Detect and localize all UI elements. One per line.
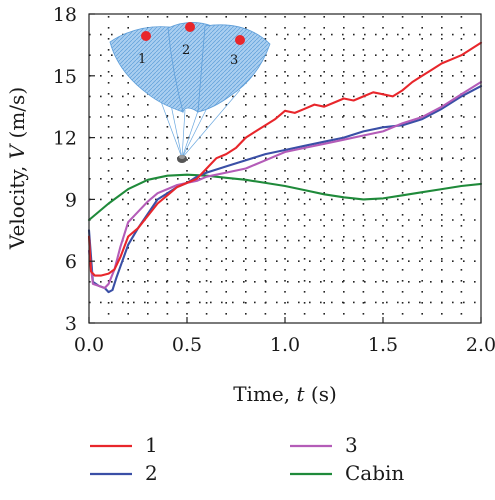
- canopy-1-label: 1: [138, 52, 146, 67]
- x-tick-label: 0.0: [74, 334, 104, 356]
- x-axis-ticks: 0.0 0.5 1.0 1.5 2.0: [74, 317, 495, 356]
- x-tick-label: 0.5: [172, 334, 202, 356]
- series-line-1: [87, 41, 483, 277]
- x-tick-label: 1.0: [270, 334, 300, 356]
- y-tick-label: 9: [65, 189, 77, 211]
- y-axis-ticks: 3 6 9 12 15 18: [53, 4, 95, 335]
- canopy-2-marker: [185, 22, 195, 32]
- cabin-payload: [177, 155, 187, 163]
- legend-label-cabin: Cabin: [345, 461, 404, 485]
- canopy-1-marker: [141, 31, 151, 41]
- chart-legend: 1 2 3 Cabin: [90, 433, 404, 485]
- canopy-3-marker: [235, 35, 245, 45]
- y-axis-label: Velocity, V (m/s): [5, 87, 29, 250]
- parachute-inset-illustration: 1 2 3: [109, 22, 271, 163]
- y-tick-label: 12: [53, 128, 77, 150]
- x-tick-label: 1.5: [368, 334, 398, 356]
- legend-label-3: 3: [345, 433, 358, 457]
- x-axis-label: Time, t (s): [233, 382, 337, 406]
- x-tick-label: 2.0: [466, 334, 495, 356]
- series-line-cabin: [87, 173, 483, 222]
- series-line-2: [87, 85, 483, 294]
- canopy-3-label: 3: [230, 53, 238, 68]
- y-tick-label: 6: [65, 251, 77, 273]
- y-tick-label: 3: [65, 313, 77, 335]
- legend-label-1: 1: [145, 433, 158, 457]
- y-tick-label: 15: [53, 66, 77, 88]
- canopy-1: [109, 26, 184, 113]
- y-tick-label: 18: [53, 4, 77, 26]
- series-line-3: [87, 80, 483, 290]
- canopy-3: [197, 24, 271, 113]
- series-lines: [87, 41, 483, 294]
- legend-label-2: 2: [145, 461, 158, 485]
- canopy-2-label: 2: [182, 43, 190, 58]
